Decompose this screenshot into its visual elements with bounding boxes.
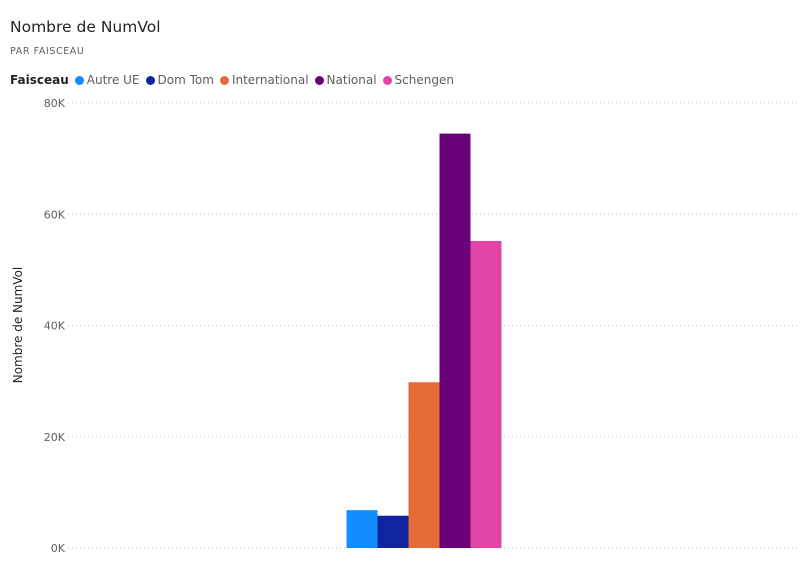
legend-label: Dom Tom bbox=[157, 73, 214, 87]
legend-item-national[interactable]: National bbox=[314, 73, 377, 87]
legend-label: Schengen bbox=[394, 73, 454, 87]
bar-international[interactable] bbox=[408, 382, 440, 548]
bar-autre-ue[interactable] bbox=[346, 510, 378, 548]
legend-item-autre-ue[interactable]: Autre UE bbox=[74, 73, 140, 87]
y-tick-label: 80K bbox=[44, 97, 66, 110]
legend-label: National bbox=[326, 73, 377, 87]
bar-dom-tom[interactable] bbox=[377, 515, 409, 548]
bar-national[interactable] bbox=[439, 133, 471, 548]
y-axis-ticks: 0K 20K 40K 60K 80K bbox=[44, 97, 66, 555]
legend-dot-icon bbox=[382, 75, 392, 85]
y-tick-label: 20K bbox=[44, 431, 66, 444]
legend-dot-icon bbox=[314, 75, 324, 85]
chart-legend: Faisceau Autre UE Dom Tom International … bbox=[10, 72, 460, 88]
bar-schengen[interactable] bbox=[470, 240, 502, 548]
legend-dot-icon bbox=[219, 75, 229, 85]
chart-subtitle: PAR FAISCEAU bbox=[10, 46, 85, 57]
y-axis-title: Nombre de NumVol bbox=[11, 267, 25, 384]
y-tick-label: 40K bbox=[44, 320, 66, 333]
legend-label: International bbox=[231, 73, 309, 87]
legend-dot-icon bbox=[145, 75, 155, 85]
legend-item-schengen[interactable]: Schengen bbox=[382, 73, 454, 87]
legend-label: Autre UE bbox=[86, 73, 140, 87]
chart-title: Nombre de NumVol bbox=[10, 18, 161, 36]
legend-item-international[interactable]: International bbox=[219, 73, 309, 87]
y-tick-label: 60K bbox=[44, 208, 66, 221]
legend-dot-icon bbox=[74, 75, 84, 85]
legend-title: Faisceau bbox=[10, 73, 69, 87]
legend-item-dom-tom[interactable]: Dom Tom bbox=[145, 73, 214, 87]
y-tick-label: 0K bbox=[51, 542, 66, 555]
bars bbox=[346, 133, 502, 548]
